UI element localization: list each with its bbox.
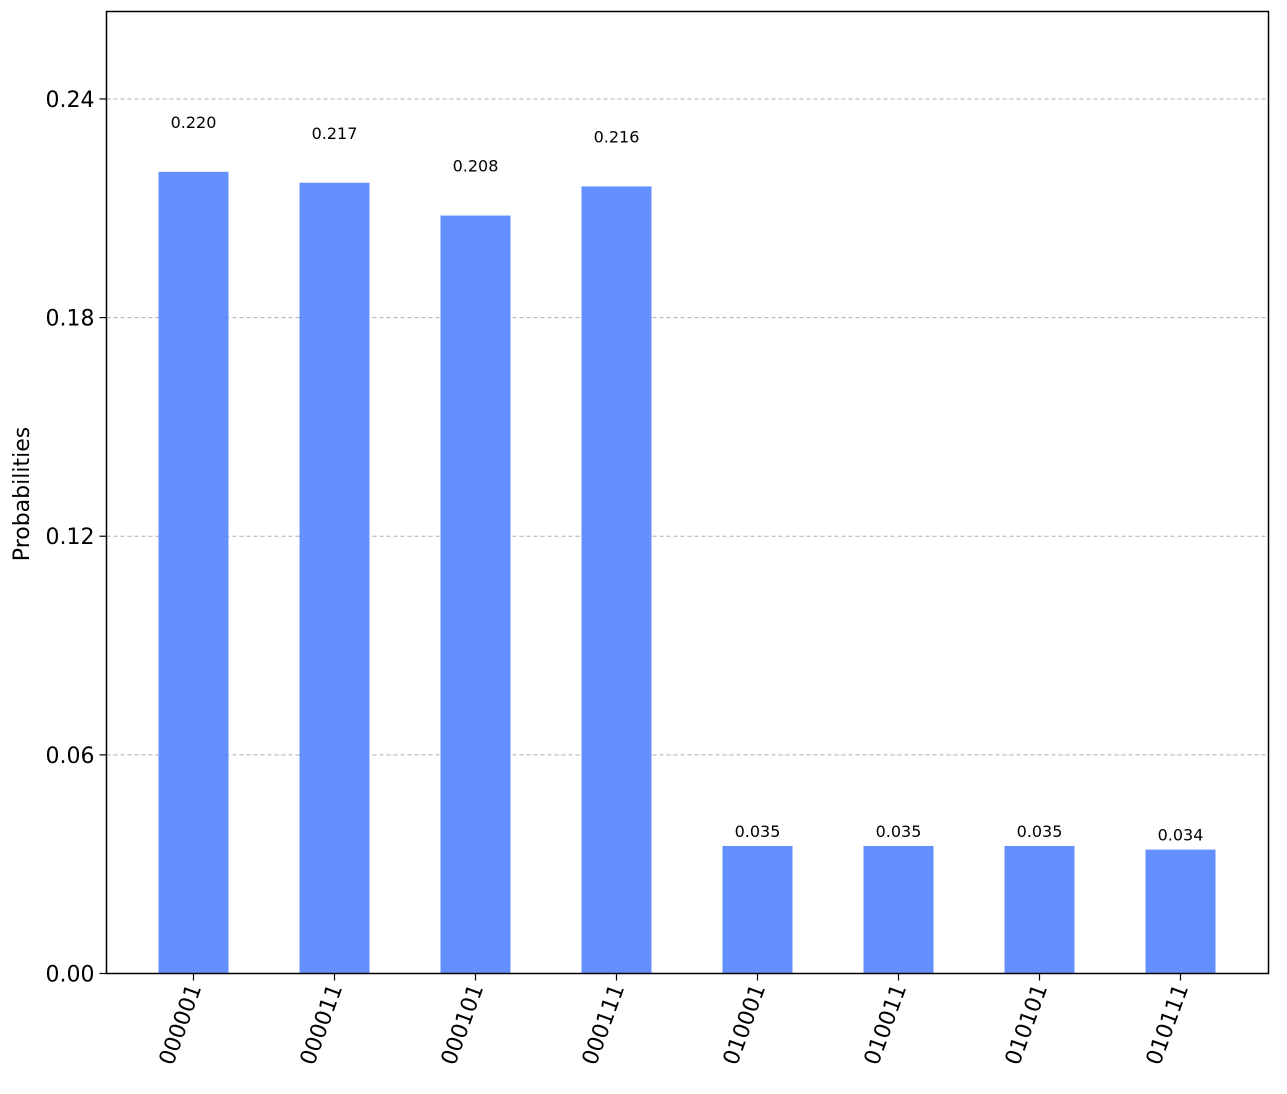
bar (1145, 849, 1216, 974)
bars (158, 171, 1216, 974)
y-tick-label: 0.06 (46, 744, 95, 769)
bar-value-label: 0.035 (1017, 822, 1063, 841)
bar-value-label: 0.208 (453, 157, 499, 176)
x-tick-label: 000011 (296, 981, 348, 1068)
y-axis-ticks: 0.00 0.06 0.12 0.18 0.24 (46, 88, 107, 988)
bar-value-label: 0.217 (312, 124, 358, 143)
bar (581, 186, 652, 974)
x-tick-label: 010001 (719, 981, 771, 1068)
y-axis-label: Probabilities (10, 427, 35, 561)
x-tick-label: 000111 (578, 981, 630, 1068)
bar (863, 845, 934, 974)
bar-value-label: 0.034 (1158, 826, 1204, 845)
x-tick-label: 010011 (860, 981, 912, 1068)
x-tick-label: 010101 (1001, 981, 1053, 1068)
y-tick-label: 0.24 (46, 88, 95, 113)
bar-value-label: 0.035 (876, 822, 922, 841)
plot-frame (105, 10, 1270, 975)
x-axis-ticks: 000001 000011 000101 000111 010001 010011 0101… (155, 973, 1194, 1068)
gridlines (106, 98, 1269, 756)
bar (722, 845, 793, 974)
bar (299, 182, 370, 974)
data-labels: 0.220 0.217 0.208 0.216 0.035 0.035 0.035 0.034 (171, 113, 1204, 845)
x-tick-label: 000101 (437, 981, 489, 1068)
bar (440, 215, 511, 974)
y-tick-label: 0.12 (46, 525, 95, 550)
y-tick-label: 0.00 (46, 963, 95, 988)
bar (1004, 845, 1075, 974)
y-tick-label: 0.18 (46, 307, 95, 332)
x-tick-label: 010111 (1142, 981, 1194, 1068)
bar-value-label: 0.220 (171, 113, 217, 132)
bar-value-label: 0.035 (735, 822, 781, 841)
bar-value-label: 0.216 (594, 127, 640, 146)
bar (158, 171, 229, 974)
x-tick-label: 000001 (155, 981, 207, 1068)
